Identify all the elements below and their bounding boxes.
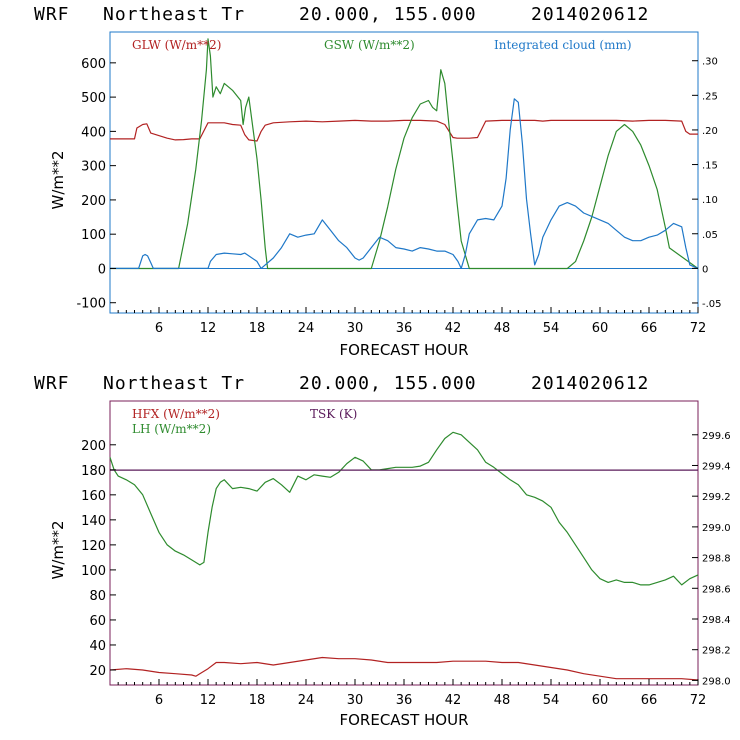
y2-tick-label: .25 <box>702 91 718 102</box>
chart-panel-bottom: WRF Northeast Tr 20.000, 155.000 2014020… <box>34 373 731 729</box>
y2-tick-label: 299.6 <box>702 431 731 442</box>
chart-header-init: 2014020612 <box>531 4 649 25</box>
chart-panel-top: WRF Northeast Tr 20.000, 155.000 2014020… <box>34 4 722 359</box>
y-axis-label: W/m**2 <box>49 150 67 209</box>
y-axis-right-ticks: -.05 0 .05 .10 .15 .20 .25 .30 <box>692 57 722 310</box>
x-tick-label: 66 <box>641 321 658 336</box>
y2-tick-label: 299.0 <box>702 523 731 534</box>
legend-gsw: GSW (W/m**2) <box>324 38 415 52</box>
y-tick-label: 160 <box>81 489 106 504</box>
chart-header-coords: 20.000, 155.000 <box>299 373 477 394</box>
x-axis-label: FORECAST HOUR <box>339 341 468 359</box>
series-line-lh <box>109 431 699 586</box>
series-line-gsw <box>110 38 699 270</box>
y-tick-label: 500 <box>81 91 106 106</box>
chart-header-location: Northeast Tr <box>103 4 245 25</box>
x-axis-ticks: 6 12 18 24 30 36 42 48 54 60 66 72 <box>117 679 707 708</box>
y-tick-label: 100 <box>81 228 106 243</box>
plot-area <box>109 400 699 686</box>
x-axis-ticks: 6 12 18 24 30 36 42 48 54 60 66 72 <box>117 307 707 336</box>
x-tick-label: 42 <box>445 321 462 336</box>
x-tick-label: 12 <box>200 693 217 708</box>
legend-glw: GLW (W/m**2) <box>132 38 221 52</box>
y2-tick-label: 299.4 <box>702 461 731 472</box>
x-tick-label: 48 <box>494 693 511 708</box>
x-tick-label: 54 <box>543 321 560 336</box>
x-tick-label: 6 <box>155 693 163 708</box>
chart-header-coords: 20.000, 155.000 <box>299 4 477 25</box>
chart-header-init: 2014020612 <box>531 373 649 394</box>
y2-tick-label: .10 <box>702 195 718 206</box>
y2-tick-label: 0 <box>702 264 708 275</box>
x-tick-label: 60 <box>592 321 609 336</box>
x-tick-label: 36 <box>396 321 413 336</box>
series-line-glw <box>110 119 698 142</box>
legend-tsk: TSK (K) <box>310 407 357 421</box>
x-tick-label: 36 <box>396 693 413 708</box>
y2-tick-label: 298.6 <box>702 584 731 595</box>
y-tick-label: 300 <box>81 160 106 175</box>
x-tick-label: 60 <box>592 693 609 708</box>
series-lines <box>109 431 699 681</box>
series-line-hfx <box>109 656 699 681</box>
y-tick-label: 20 <box>89 664 106 679</box>
y-tick-label: 80 <box>89 589 106 604</box>
x-axis-label: FORECAST HOUR <box>339 711 468 729</box>
y2-tick-label: .30 <box>702 57 718 68</box>
y-axis-label: W/m**2 <box>49 520 67 579</box>
plot-frame <box>109 400 699 686</box>
y-tick-label: 120 <box>81 539 106 554</box>
legend-lh: LH (W/m**2) <box>132 422 211 436</box>
y-tick-label: 100 <box>81 564 106 579</box>
chart-header-location: Northeast Tr <box>103 373 245 394</box>
y-axis-right-ticks: 298.0 298.2 298.4 298.6 298.8 299.0 299.2 299.4… <box>692 431 731 687</box>
y2-tick-label: 298.8 <box>702 554 731 565</box>
series-lines <box>110 38 699 270</box>
y-tick-label: 200 <box>81 194 106 209</box>
x-tick-label: 66 <box>641 693 658 708</box>
y2-tick-label: .20 <box>702 126 718 137</box>
series-line-integrated <box>110 98 699 269</box>
y2-tick-label: .15 <box>702 161 718 172</box>
y2-tick-label: 299.2 <box>702 492 731 503</box>
x-tick-label: 72 <box>690 693 707 708</box>
chart-header-model: WRF <box>34 373 70 394</box>
y2-tick-label: 298.4 <box>702 615 731 626</box>
y-tick-label: 0 <box>98 262 106 277</box>
x-tick-label: 24 <box>298 693 315 708</box>
y2-tick-label: .05 <box>702 230 718 241</box>
x-tick-label: 72 <box>690 321 707 336</box>
y2-tick-label: 298.2 <box>702 646 731 657</box>
y-tick-label: 200 <box>81 439 106 454</box>
y2-tick-label: 298.0 <box>702 676 731 687</box>
legend-integrated-cloud: Integrated cloud (mm) <box>494 38 632 52</box>
legend-hfx: HFX (W/m**2) <box>132 407 220 421</box>
x-tick-label: 30 <box>347 321 364 336</box>
y-tick-label: 60 <box>89 614 106 629</box>
chart-header-model: WRF <box>34 4 70 25</box>
y-tick-label: 600 <box>81 57 106 72</box>
y2-tick-label: -.05 <box>702 299 722 310</box>
x-tick-label: 18 <box>249 321 266 336</box>
x-tick-label: 24 <box>298 321 315 336</box>
y-tick-label: 180 <box>81 464 106 479</box>
y-tick-label: 400 <box>81 125 106 140</box>
y-axis-left-ticks: -100 0 100 200 300 400 500 600 <box>76 57 116 312</box>
x-tick-label: 48 <box>494 321 511 336</box>
plot-area <box>109 31 699 314</box>
y-tick-label: 40 <box>89 639 106 654</box>
y-axis-left-ticks: 20 40 60 80 100 120 140 160 180 200 <box>81 439 116 679</box>
x-tick-label: 12 <box>200 321 217 336</box>
x-tick-label: 6 <box>155 321 163 336</box>
y-tick-label: -100 <box>76 297 106 312</box>
x-tick-label: 42 <box>445 693 462 708</box>
x-tick-label: 30 <box>347 693 364 708</box>
plot-frame <box>109 31 699 314</box>
x-tick-label: 54 <box>543 693 560 708</box>
y-tick-label: 140 <box>81 514 106 529</box>
x-tick-label: 18 <box>249 693 266 708</box>
